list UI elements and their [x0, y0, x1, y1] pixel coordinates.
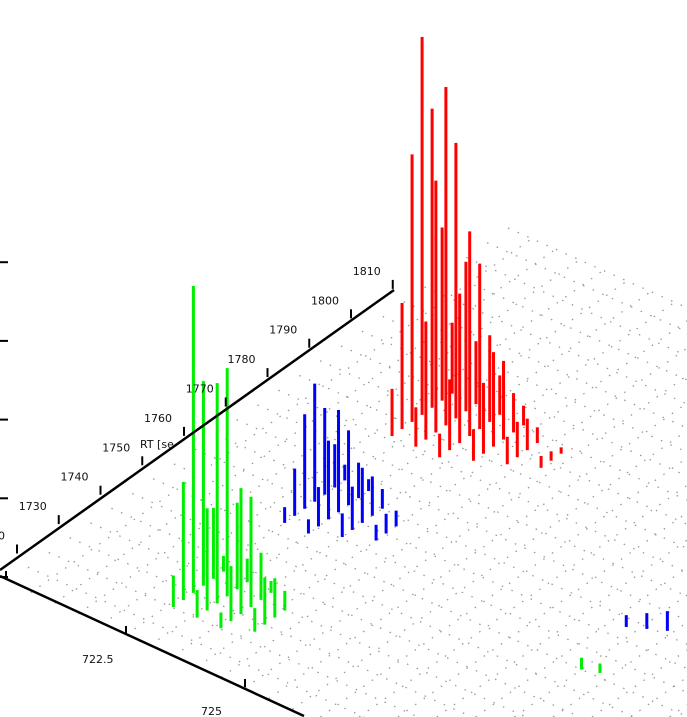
peak-sticks	[171, 37, 669, 673]
grid-line-rt	[194, 448, 687, 670]
rt-tick-label: 1750	[102, 441, 130, 454]
grid-line-rt	[90, 522, 527, 717]
axes	[0, 288, 395, 717]
rt-tick-label: 1740	[61, 471, 89, 484]
mz-tick-label: 725	[201, 705, 222, 717]
grid-line-rt	[445, 271, 687, 381]
grid-line-mz	[591, 649, 687, 717]
grid-line-mz	[436, 539, 687, 717]
grid-line-rt	[424, 286, 687, 405]
rt-tick-label: 1790	[269, 324, 297, 337]
grid-line-mz	[630, 676, 687, 717]
grid-line-rt	[111, 507, 581, 717]
grid-line-rt	[236, 419, 687, 621]
grid-line-mz	[244, 375, 687, 689]
grid-line-rt	[27, 566, 365, 717]
rt-tick-label: 1730	[19, 500, 47, 513]
grid-line-rt	[319, 360, 687, 525]
rt-tick-label: 1720	[0, 530, 5, 543]
rt-tick-label: 1810	[353, 265, 381, 278]
grid-line-mz	[475, 567, 687, 717]
rt-tick-label: 1770	[186, 383, 214, 396]
grid-line-mz	[513, 594, 687, 717]
grid-line-rt	[278, 389, 687, 573]
grid-line-rt	[465, 256, 687, 357]
grid-line-rt	[69, 537, 473, 717]
grid-line-rt	[152, 478, 687, 717]
floor-grid	[27, 227, 687, 717]
grid-line-mz	[268, 402, 687, 700]
rt-tick-label: 1780	[228, 353, 256, 366]
rt-tick-label: 1800	[311, 294, 339, 307]
grid-line-mz	[358, 484, 687, 717]
grid-line-mz	[397, 512, 687, 717]
rt-axis-line	[0, 288, 395, 572]
grid-line-rt	[507, 227, 687, 309]
mz-tick-label: 722.5	[82, 653, 114, 666]
grid-line-mz	[552, 621, 687, 717]
grid-line-rt	[48, 551, 419, 717]
grid-line-mz	[149, 291, 652, 647]
mz-axis-line	[0, 574, 305, 717]
grid-line-mz	[669, 704, 687, 717]
grid-line-rt	[215, 433, 687, 645]
axis-ticks: 1720 1730 1740 1750 1760 1770 1780 1790 1800 1810…	[0, 261, 394, 717]
rt-tick-label: 1760	[144, 412, 172, 425]
grid-line-mz	[220, 347, 687, 678]
grid-line-mz	[319, 457, 687, 717]
grid-line-mz	[292, 429, 687, 710]
rt-axis-label: RT [se	[140, 438, 174, 451]
grid-line-rt	[486, 242, 687, 333]
